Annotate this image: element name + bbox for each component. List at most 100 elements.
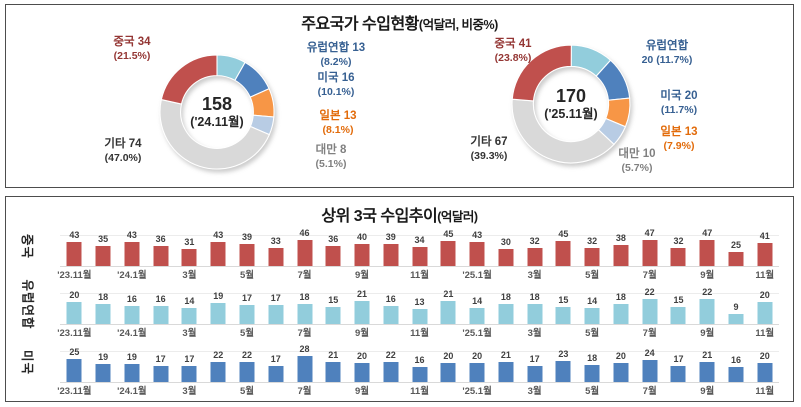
x-tick-label: 5월 — [585, 328, 600, 339]
bar — [124, 241, 140, 266]
bar-value-label: 20 — [759, 351, 770, 362]
bar-value-label: 43 — [472, 229, 483, 240]
callout-name-value: 일본 13 — [660, 126, 698, 138]
bar — [239, 361, 255, 382]
bar-value-label: 45 — [443, 228, 454, 239]
x-tick — [376, 267, 405, 280]
x-tick — [261, 267, 290, 280]
donut-callout-eu: 유럽연합 13 (8.2%) — [298, 41, 374, 69]
bar-slot: 46 — [290, 228, 319, 266]
bar-slot: 20 — [750, 290, 779, 324]
callout-share-pct: (5.7%) — [621, 162, 653, 174]
bar — [268, 247, 284, 266]
bar — [66, 358, 82, 382]
x-tick-label: 5월 — [239, 270, 254, 281]
x-tick — [664, 383, 693, 396]
x-tick: 7월 — [290, 383, 319, 397]
bar-value-label: 25 — [730, 240, 741, 250]
bar-slot: 22 — [233, 350, 262, 382]
panel1-title: 주요국가 수입현황(억달러, 비중%) — [6, 10, 793, 34]
bar-value-label: 20 — [615, 351, 626, 362]
bar — [297, 303, 312, 324]
x-tick-label: '24.1월 — [117, 328, 147, 339]
x-tick-label: '23.11월 — [57, 328, 92, 339]
bar-value-label: 38 — [615, 232, 626, 243]
x-tick: 3월 — [175, 325, 204, 339]
bar — [412, 367, 428, 382]
bar — [469, 308, 485, 324]
bar-slot: 39 — [376, 232, 405, 266]
donut-chart-2024-11: 158 ('24.11월) 중국 34 (21.5%) 유럽연합 13 (8.2%) 미… — [6, 33, 400, 185]
bar — [757, 363, 773, 382]
bar-slot: 16 — [146, 294, 175, 324]
x-tick — [607, 325, 636, 338]
bar-slot: 17 — [146, 352, 175, 382]
x-tick — [319, 383, 348, 396]
x-tick-label: 11월 — [755, 328, 775, 339]
callout-share-pct: (23.8%) — [494, 52, 532, 64]
x-tick-label: 3월 — [182, 328, 197, 339]
bar-value-label: 19 — [126, 352, 137, 363]
bar — [527, 303, 543, 324]
bar — [728, 252, 744, 266]
bar-row-미국: 미국 25 19 19 17 17 22 22 17 28 21 20 22 16 20 20 21 17 23 18… — [6, 339, 793, 397]
x-tick-label: 3월 — [182, 270, 197, 281]
bar-value-label: 14 — [587, 296, 598, 307]
bar-slot: 32 — [664, 236, 693, 266]
bar — [555, 360, 571, 382]
bar-slot: 43 — [60, 230, 89, 266]
bar-value-label: 17 — [155, 354, 166, 365]
x-tick: 5월 — [233, 267, 262, 281]
x-tick: 5월 — [578, 325, 607, 339]
bar — [642, 359, 658, 382]
bar-slot: 32 — [578, 236, 607, 266]
bar-value-label: 43 — [213, 229, 224, 240]
bar — [181, 308, 197, 324]
x-tick: 3월 — [520, 267, 549, 281]
callout-share-pct: (8.1%) — [322, 124, 354, 136]
bar — [153, 306, 169, 324]
donut-segment-중국 — [511, 44, 572, 102]
panel1-title-sub: (억달러, 비중%) — [418, 18, 498, 32]
callout-share-pct: (8.2%) — [320, 56, 352, 68]
x-tick — [89, 383, 118, 396]
donut-ring-2024-11 — [159, 54, 275, 170]
x-tick — [722, 383, 751, 396]
x-tick — [146, 383, 175, 396]
bar-value-label: 21 — [357, 288, 368, 299]
bar-value-label: 19 — [98, 352, 109, 363]
x-tick: 5월 — [578, 267, 607, 281]
bar — [412, 309, 428, 324]
donut-center-2025-11: 170 ('25.11월) — [510, 43, 632, 165]
bar-value-label: 22 — [213, 349, 224, 360]
bar-value-label: 41 — [759, 231, 770, 241]
callout-name-value: 대만 8 — [315, 144, 347, 156]
bar — [239, 305, 255, 324]
bar-slot: 15 — [319, 294, 348, 324]
donut-callout-china: 중국 34 (21.5%) — [100, 35, 164, 63]
bar — [239, 244, 255, 266]
bar-value-label: 20 — [357, 351, 368, 362]
bar-value-label: 16 — [730, 355, 741, 366]
bar-value-label: 16 — [414, 355, 425, 366]
bar-slot: 17 — [520, 352, 549, 382]
bar — [498, 249, 514, 266]
bar-value-label: 36 — [155, 233, 166, 244]
x-tick-label: '25.1월 — [462, 328, 492, 339]
bar-slot: 19 — [89, 352, 118, 382]
x-tick — [89, 267, 118, 280]
donut-callout-eu: 유럽연합 20 (11.7%) — [622, 39, 712, 67]
x-tick-label: '25.1월 — [462, 386, 492, 397]
x-tick: 5월 — [578, 383, 607, 397]
bar-slot: 36 — [319, 234, 348, 266]
bar — [498, 362, 514, 382]
donut-period-label: ('25.11월) — [544, 106, 598, 121]
bar — [584, 365, 600, 382]
x-tick-label: 11월 — [410, 328, 429, 339]
x-tick: 3월 — [520, 383, 549, 397]
x-tick — [319, 267, 348, 280]
bar — [210, 361, 226, 382]
bar — [555, 307, 571, 324]
bar — [527, 366, 543, 382]
row-axis-label: 중국 — [6, 223, 52, 269]
